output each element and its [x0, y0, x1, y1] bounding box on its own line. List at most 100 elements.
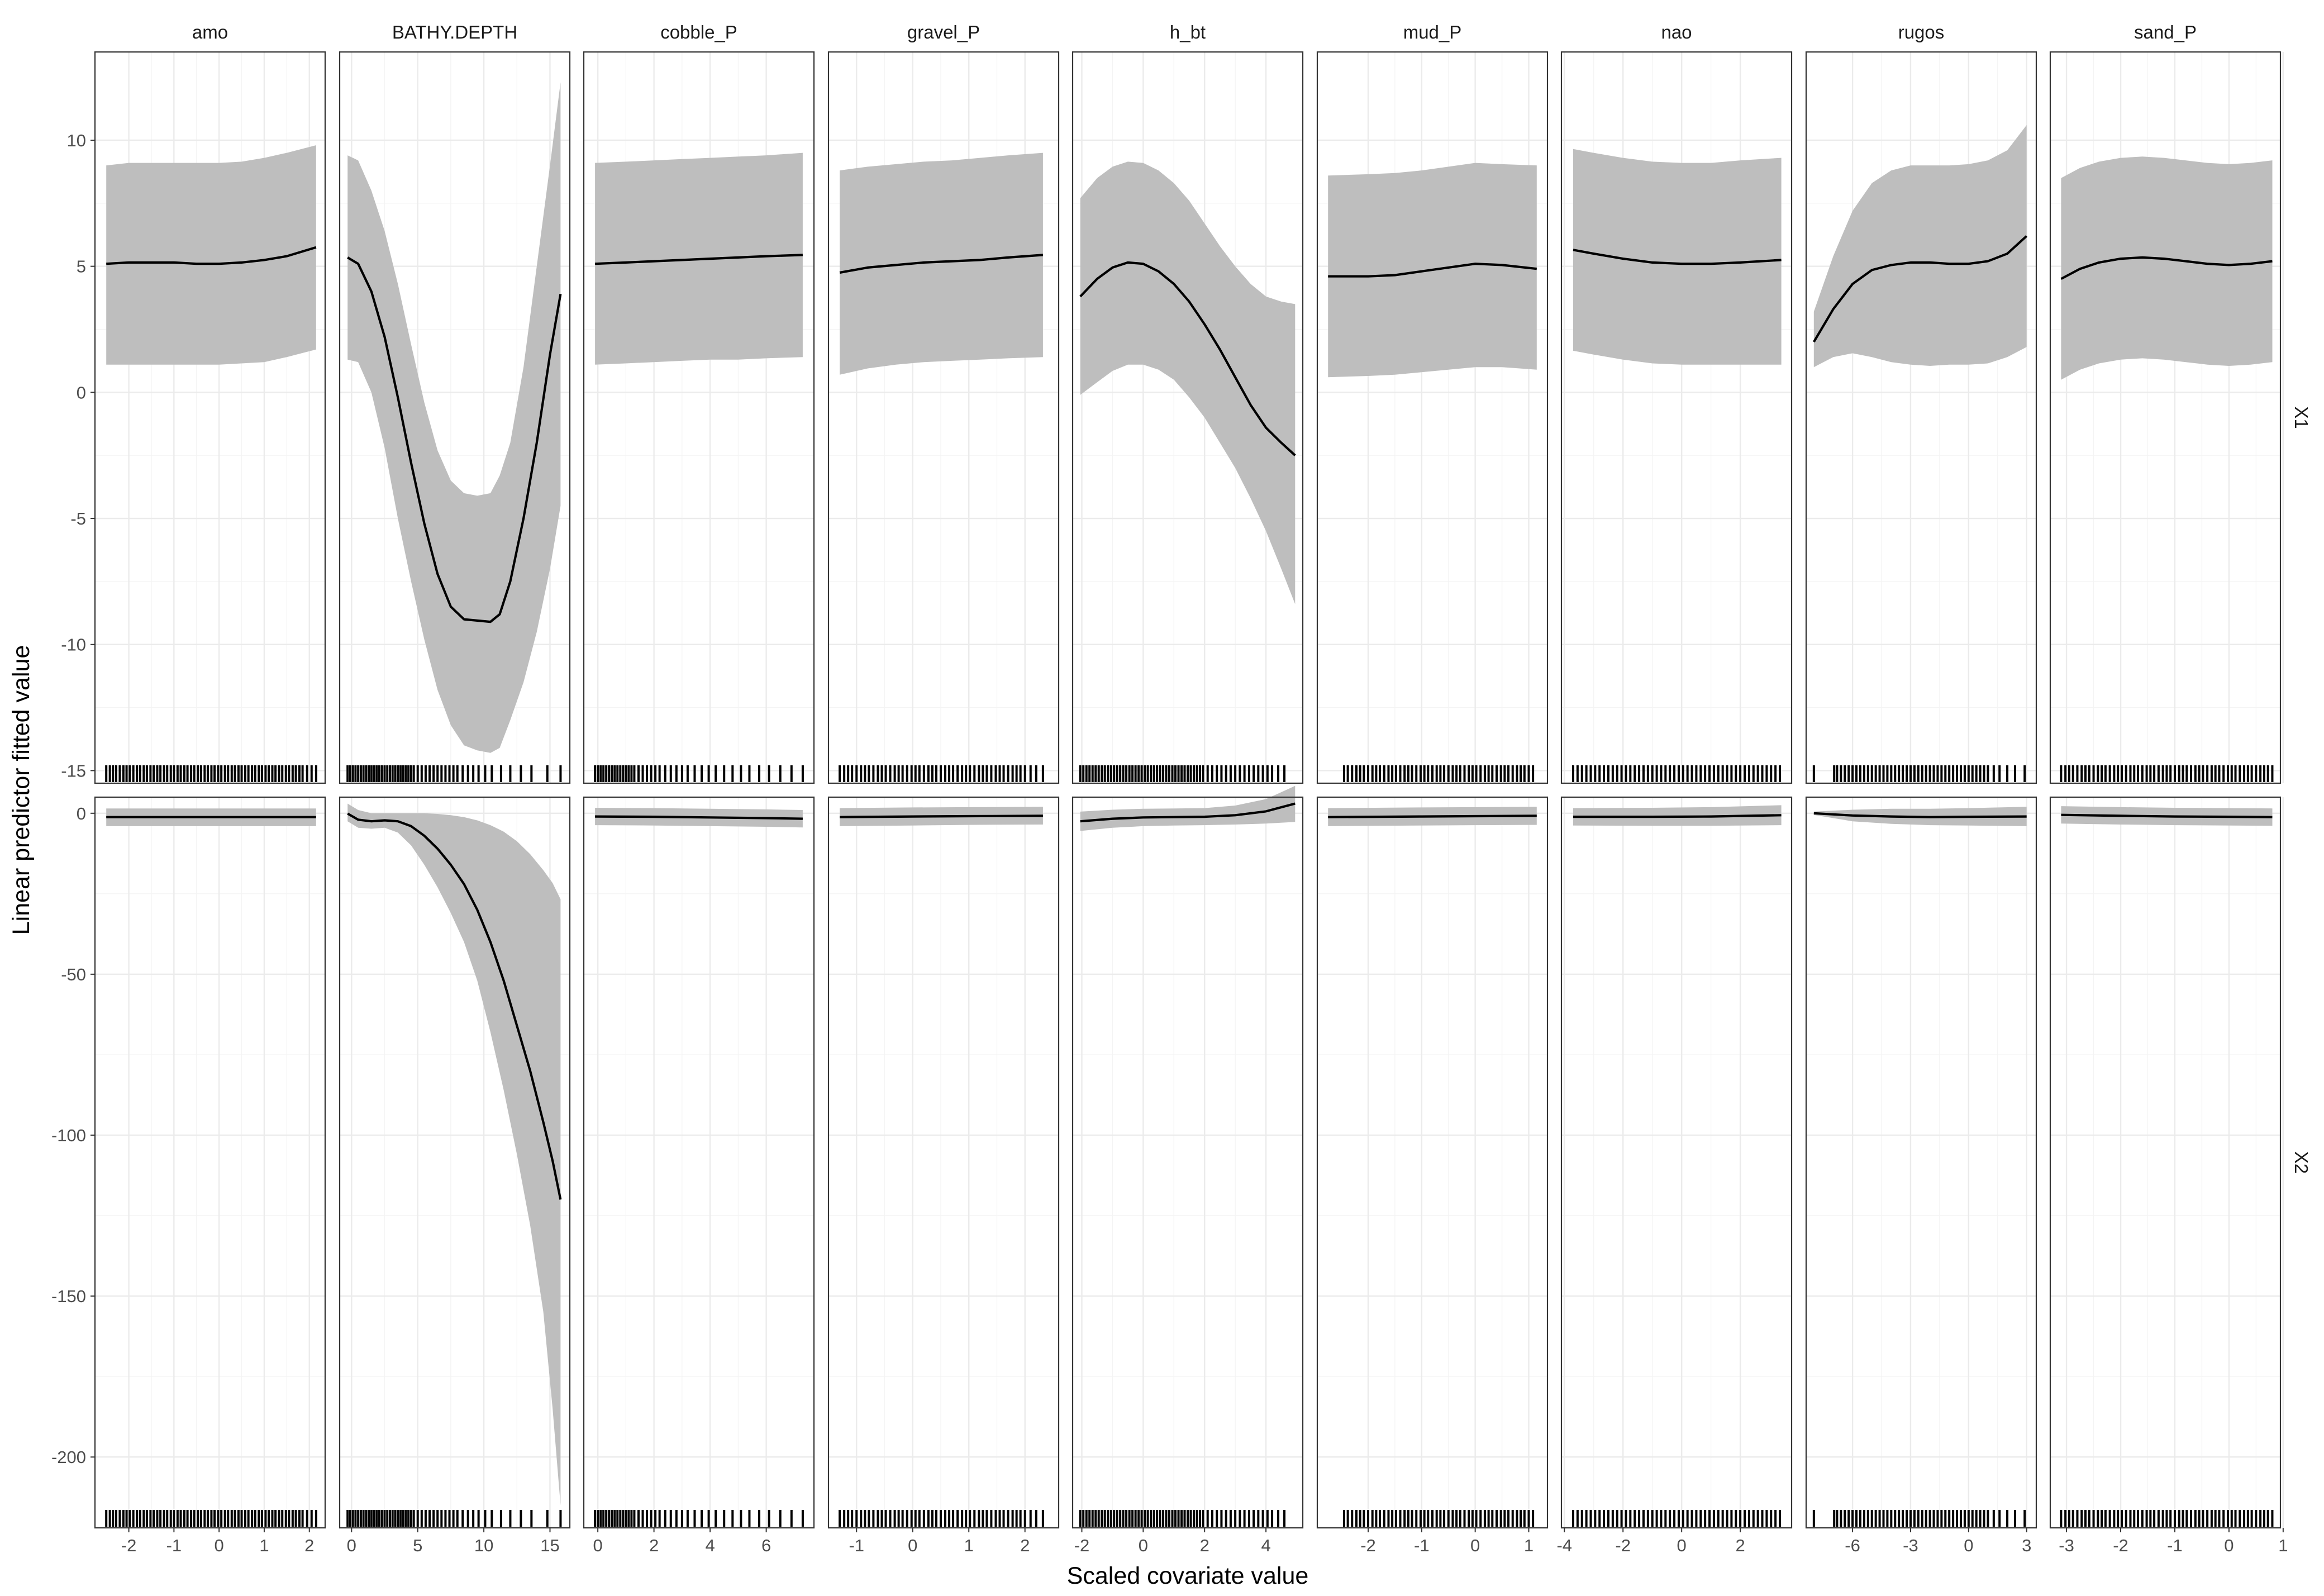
- x-tick-label: 1: [2278, 1536, 2288, 1555]
- panel-border: [1316, 51, 1549, 784]
- x-tick-label: 3: [2022, 1536, 2031, 1555]
- x-tick-label: 10: [474, 1536, 493, 1555]
- x-axis-title: Scaled covariate value: [1067, 1562, 1309, 1589]
- row-label-X2: X2: [2291, 1151, 2312, 1174]
- fitted-line: [1079, 261, 1296, 456]
- panel-sand_P-X2: -3 -2 -1 0 1 X2: [2049, 796, 2312, 1555]
- x-tick-label: 15: [540, 1536, 559, 1555]
- panel-border: [1805, 796, 2037, 1529]
- x-tick-label: -4: [1556, 1536, 1572, 1555]
- y-axis-title: Linear predictor fitted value: [8, 645, 35, 935]
- confidence-band: [347, 82, 561, 753]
- confidence-band: [106, 145, 316, 365]
- panel-rugos-X1: [1805, 51, 2037, 784]
- facet-label-amo: amo: [192, 22, 228, 42]
- fitted-line: [1812, 235, 2028, 343]
- x-tick-label: 4: [1261, 1536, 1270, 1555]
- y-tick-label: -150: [51, 1287, 86, 1306]
- panel-border: [583, 51, 815, 784]
- panel-border: [1071, 51, 1304, 784]
- panel-border: [583, 796, 815, 1529]
- row-label-X1: X1: [2291, 406, 2312, 428]
- panel-border: [2049, 51, 2282, 784]
- panel-h_bt-X1: [1071, 51, 1304, 784]
- fitted-line: [347, 812, 562, 1200]
- y-tick-label: -5: [70, 509, 86, 528]
- panel-sand_P-X1: X1: [2049, 51, 2312, 784]
- y-tick-label: 0: [77, 804, 86, 823]
- x-tick-label: 1: [259, 1536, 269, 1555]
- facet-label-BATHY.DEPTH: BATHY.DEPTH: [392, 22, 517, 42]
- x-tick-label: 0: [593, 1536, 602, 1555]
- panel-border: [827, 51, 1060, 784]
- x-tick-label: 0: [1964, 1536, 1973, 1555]
- x-tick-label: -6: [1845, 1536, 1860, 1555]
- facet-label-rugos: rugos: [1898, 22, 1945, 42]
- x-tick-label: 1: [964, 1536, 974, 1555]
- panel-border: [1560, 51, 1793, 784]
- x-tick-label: 2: [1736, 1536, 1745, 1555]
- x-tick-label: 0: [347, 1536, 356, 1555]
- y-tick-label: -200: [51, 1447, 86, 1467]
- facet-label-mud_P: mud_P: [1403, 22, 1462, 42]
- x-tick-label: 0: [1470, 1536, 1480, 1555]
- facet-label-nao: nao: [1661, 22, 1692, 42]
- fitted-line: [839, 254, 1044, 274]
- confidence-band: [2061, 156, 2273, 380]
- fitted-line: [1573, 249, 1782, 265]
- fitted-line: [1328, 263, 1537, 278]
- panel-amo-X1: -15 -10 -5 0 5 10: [61, 51, 326, 784]
- x-tick-label: -2: [2113, 1536, 2128, 1555]
- panel-mud_P-X1: [1316, 51, 1549, 784]
- y-tick-label: -50: [61, 965, 86, 984]
- confidence-band: [1080, 785, 1296, 831]
- x-tick-label: 2: [304, 1536, 314, 1555]
- confidence-band: [1573, 149, 1782, 365]
- fitted-line: [2061, 813, 2273, 818]
- panel-border: [339, 796, 571, 1529]
- panel-gravel_P-X1: [827, 51, 1060, 784]
- x-tick-label: 0: [908, 1536, 917, 1555]
- x-tick-label: -1: [849, 1536, 864, 1555]
- panel-amo-X2: -200 -150 -100 -50 0 -2 -1 0 1 2: [51, 796, 326, 1555]
- x-tick-label: 0: [215, 1536, 224, 1555]
- panel-border: [94, 796, 326, 1529]
- y-tick-label: 5: [77, 257, 86, 277]
- x-tick-label: -1: [1414, 1536, 1430, 1555]
- x-tick-label: -2: [1615, 1536, 1631, 1555]
- x-tick-label: 1: [1524, 1536, 1534, 1555]
- confidence-band: [347, 803, 561, 1506]
- fitted-line: [1080, 802, 1296, 823]
- y-tick-label: -15: [61, 761, 86, 780]
- confidence-band: [1080, 161, 1296, 604]
- y-tick-label: -10: [61, 635, 86, 655]
- panel-BATHY.DEPTH-X1: [339, 51, 571, 784]
- panel-cobble_P-X2: 0 2 4 6: [583, 796, 815, 1555]
- panel-border: [94, 51, 326, 784]
- fitted-line: [1573, 814, 1782, 818]
- fitted-line: [595, 254, 803, 265]
- panel-BATHY.DEPTH-X2: 0 5 10 15: [339, 796, 571, 1555]
- x-tick-label: 6: [761, 1536, 771, 1555]
- x-tick-label: -3: [1903, 1536, 1918, 1555]
- panel-gravel_P-X2: -1 0 1 2: [827, 796, 1060, 1555]
- fitted-line: [840, 814, 1043, 818]
- panel-mud_P-X2: -2 -1 0 1: [1316, 796, 1549, 1555]
- facet-label-cobble_P: cobble_P: [660, 22, 737, 42]
- x-tick-label: -1: [2167, 1536, 2183, 1555]
- facet-label-sand_P: sand_P: [2134, 22, 2197, 42]
- panel-border: [339, 51, 571, 784]
- x-tick-label: 4: [705, 1536, 715, 1555]
- panel-border: [1071, 796, 1304, 1529]
- x-tick-label: 0: [1139, 1536, 1148, 1555]
- x-tick-label: 0: [2224, 1536, 2233, 1555]
- fitted-line: [1328, 814, 1537, 818]
- panel-rugos-X2: -6 -3 0 3: [1805, 796, 2037, 1555]
- facet-label-h_bt: h_bt: [1170, 22, 1206, 42]
- panel-nao-X1: [1560, 51, 1793, 784]
- panel-cobble_P-X1: [583, 51, 815, 784]
- panel-h_bt-X2: -2 0 2 4: [1071, 785, 1304, 1555]
- x-tick-label: -1: [166, 1536, 182, 1555]
- x-tick-label: 2: [649, 1536, 659, 1555]
